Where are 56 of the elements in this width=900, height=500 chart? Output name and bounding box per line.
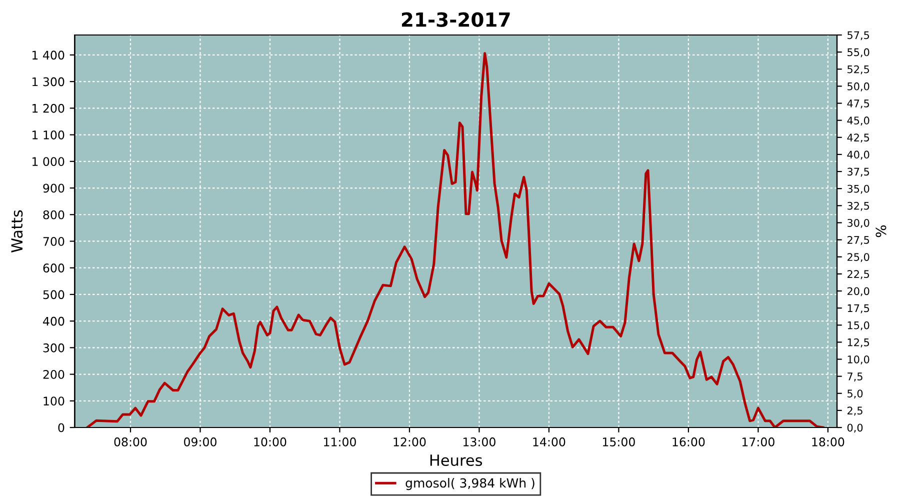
y2-tick-label: 12,5 bbox=[848, 338, 870, 348]
x-tick-label: 13:00 bbox=[464, 437, 496, 446]
y2-tick-label: 42,5 bbox=[847, 134, 870, 143]
y-tick-label: 0 bbox=[58, 423, 64, 432]
y2-tick-label: 22,5 bbox=[847, 270, 870, 280]
y2-tick-label: 32,5 bbox=[848, 202, 870, 211]
y-tick-label: 1 200 bbox=[32, 104, 64, 113]
legend-label: gmosol( 3,984 kWh ) bbox=[406, 478, 534, 490]
x-axis-title: Heures bbox=[430, 454, 482, 466]
y-tick-label: 1 300 bbox=[32, 77, 64, 86]
x-tick-label: 15:00 bbox=[602, 437, 635, 446]
x-tick-label: 17:00 bbox=[742, 437, 774, 446]
y-tick-label: 200 bbox=[43, 370, 64, 379]
x-tick-label: 12:00 bbox=[394, 437, 426, 446]
y-tick-label: 600 bbox=[43, 264, 64, 272]
y2-tick-label: 0,0 bbox=[847, 424, 863, 433]
line-series bbox=[86, 52, 824, 428]
x-tick-label: 10:00 bbox=[254, 437, 286, 446]
y-tick-label: 1 400 bbox=[32, 50, 64, 60]
x-tick-label: 18:00 bbox=[812, 437, 844, 446]
y2-tick-label: 52,5 bbox=[848, 65, 870, 74]
chart-title: 21-3-2017 bbox=[402, 12, 510, 27]
y2-tick-label: 57,5 bbox=[848, 31, 870, 40]
y2-tick-label: 20,0 bbox=[847, 287, 870, 296]
y2-tick-label: 7,5 bbox=[848, 372, 862, 382]
y2-tick-label: 47,5 bbox=[847, 100, 870, 108]
y-tick-label: 400 bbox=[43, 316, 64, 326]
y-axis-title: Watts bbox=[11, 210, 23, 252]
y2-tick-label: 17,5 bbox=[848, 304, 870, 314]
y2-tick-label: 10,0 bbox=[848, 355, 870, 364]
y-tick-label: 500 bbox=[43, 290, 64, 300]
y2-tick-label: 5,0 bbox=[848, 390, 863, 399]
y-tick-label: 100 bbox=[44, 396, 64, 406]
y-tick-label: 700 bbox=[43, 236, 64, 246]
y-tick-label: 1 000 bbox=[32, 157, 64, 166]
y2-tick-label: 15,0 bbox=[848, 321, 870, 330]
y2-tick-label: 30,0 bbox=[848, 218, 870, 228]
y-tick-label: 800 bbox=[43, 210, 64, 220]
x-tick-label: 08:00 bbox=[114, 437, 147, 446]
y2-tick-label: 40,0 bbox=[847, 150, 870, 160]
y2-axis-title: % bbox=[876, 225, 886, 238]
x-tick-label: 09:00 bbox=[184, 437, 216, 446]
y2-tick-label: 45,0 bbox=[847, 116, 870, 126]
y2-tick-label: 27,5 bbox=[847, 236, 870, 245]
y-tick-label: 900 bbox=[43, 184, 64, 193]
y2-tick-label: 55,0 bbox=[848, 48, 870, 58]
y-tick-label: 1 100 bbox=[32, 130, 64, 140]
y2-tick-label: 25,0 bbox=[847, 253, 870, 262]
y2-tick-label: 50,0 bbox=[848, 82, 870, 92]
y2-tick-label: 2,5 bbox=[847, 406, 862, 416]
y2-tick-label: 37,5 bbox=[848, 168, 870, 177]
x-tick-label: 16:00 bbox=[672, 437, 705, 446]
y-tick-label: 300 bbox=[43, 343, 64, 352]
y2-tick-label: 35,0 bbox=[848, 184, 870, 194]
x-tick-label: 14:00 bbox=[533, 437, 566, 446]
x-tick-label: 11:00 bbox=[324, 437, 356, 446]
